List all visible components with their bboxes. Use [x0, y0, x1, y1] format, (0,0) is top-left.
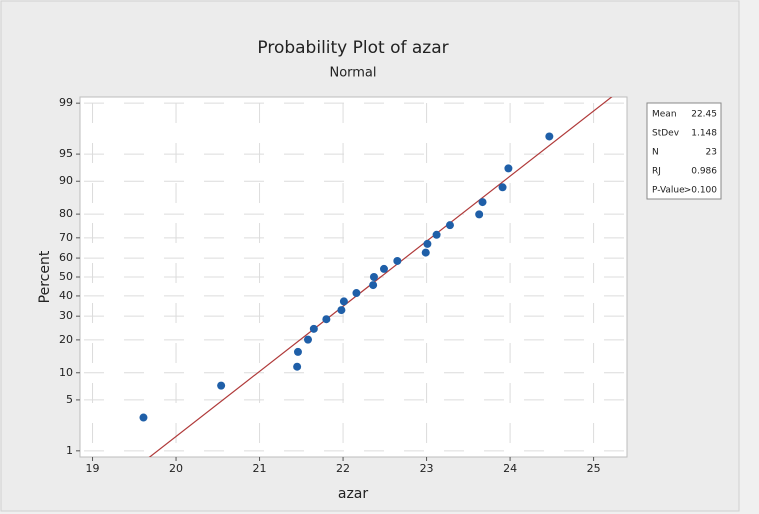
y-tick-label: 70: [59, 231, 73, 244]
y-tick-label: 60: [59, 251, 73, 264]
data-point: [293, 347, 302, 356]
data-point: [423, 239, 432, 248]
data-point: [352, 289, 361, 298]
stat-label: N: [652, 148, 659, 158]
x-tick-label: 21: [253, 462, 267, 475]
data-point: [369, 281, 378, 290]
data-point: [139, 413, 148, 422]
x-tick-label: 25: [587, 462, 601, 475]
y-tick-label: 40: [59, 289, 73, 302]
x-tick-label: 22: [336, 462, 350, 475]
y-tick-label: 30: [59, 309, 73, 322]
data-point: [504, 164, 513, 173]
data-point: [498, 183, 507, 192]
data-point: [445, 221, 454, 230]
data-point: [421, 248, 430, 257]
chart-title: Probability Plot of azar: [257, 38, 448, 58]
stats-box: [646, 102, 722, 200]
y-tick-label: 95: [59, 147, 73, 160]
data-point: [369, 273, 378, 281]
y-tick-label: 50: [59, 270, 73, 283]
stat-label: P-Value: [652, 186, 685, 196]
x-tick-label: 19: [86, 462, 100, 475]
y-tick-label: 10: [59, 366, 73, 379]
data-point: [545, 132, 554, 141]
y-tick-label: 20: [59, 333, 73, 346]
fit-line: [148, 97, 613, 457]
x-tick-label: 23: [420, 462, 434, 475]
stat-value: >0.100: [684, 186, 718, 196]
data-point: [393, 256, 402, 265]
y-tick-label: 80: [59, 207, 73, 220]
x-tick-label: 20: [169, 462, 183, 475]
data-point: [339, 297, 348, 306]
data-point: [475, 210, 484, 219]
stat-label: StDev: [652, 129, 680, 139]
stat-value: 1.148: [691, 129, 717, 139]
data-point: [432, 230, 441, 239]
data-point: [337, 306, 346, 315]
x-tick-label: 24: [503, 462, 517, 475]
data-point: [309, 324, 318, 333]
stat-value: 0.986: [691, 167, 717, 177]
y-axis-label: Percent: [37, 250, 53, 303]
stat-label: RJ: [652, 167, 661, 177]
y-tick-label: 1: [66, 444, 73, 457]
data-point: [303, 335, 312, 344]
y-tick-label: 90: [59, 174, 73, 187]
y-tick-label: 5: [66, 393, 73, 406]
plot-area: [79, 96, 628, 458]
chart-subtitle: Normal: [329, 66, 376, 81]
stat-label: Mean: [652, 110, 677, 120]
data-point: [217, 381, 226, 390]
data-point: [379, 264, 388, 273]
data-point: [478, 198, 487, 207]
y-tick-label: 99: [59, 96, 73, 109]
data-point: [293, 362, 302, 371]
stat-value: 23: [706, 148, 717, 158]
x-axis-label: azar: [338, 486, 369, 502]
data-point: [322, 315, 331, 324]
stat-value: 22.45: [691, 110, 717, 120]
